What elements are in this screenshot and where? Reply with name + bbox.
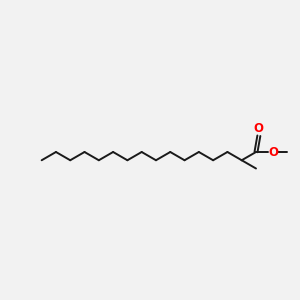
Text: O: O xyxy=(254,122,264,135)
Text: O: O xyxy=(268,146,278,158)
